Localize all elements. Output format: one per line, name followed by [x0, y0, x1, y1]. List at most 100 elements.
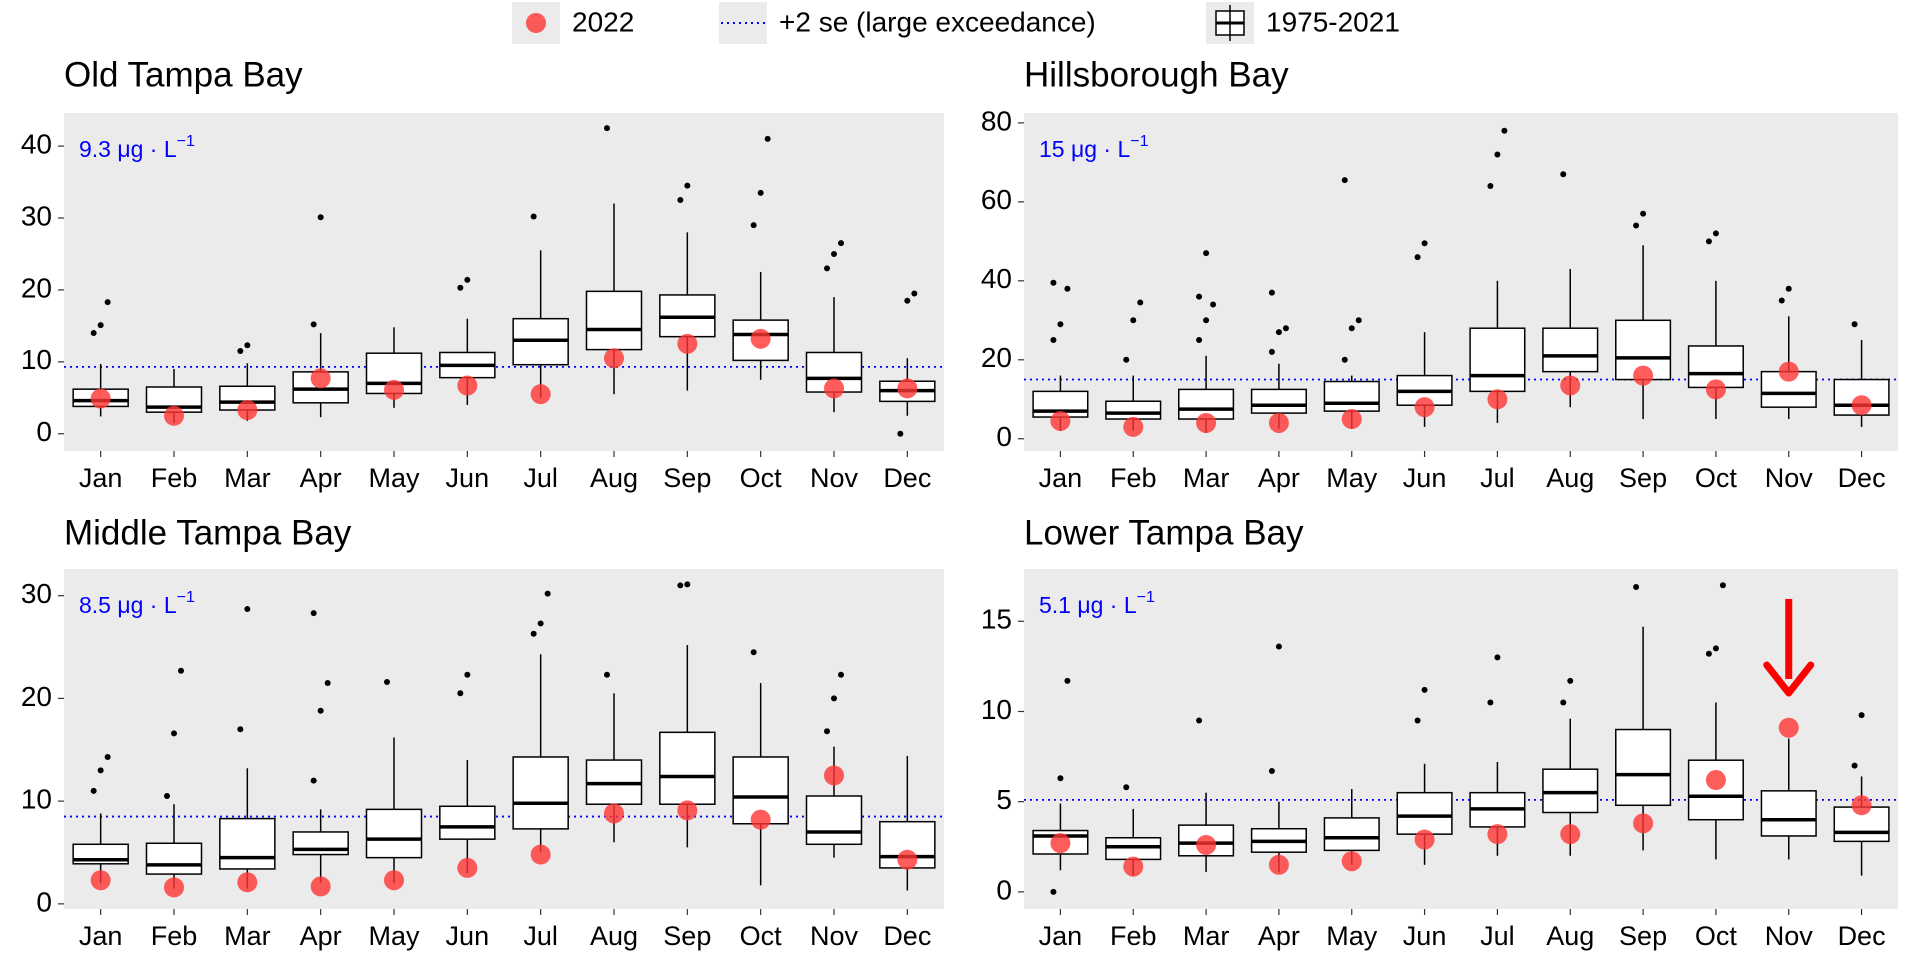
point-2022: [90, 870, 111, 891]
x-tick-label: Nov: [1765, 921, 1814, 951]
x-tick-label: May: [368, 921, 420, 951]
outlier-point: [464, 276, 471, 283]
outlier-point: [1196, 337, 1203, 344]
box: [1250, 388, 1307, 414]
outlier-point: [1712, 645, 1719, 652]
outlier-point: [244, 606, 251, 613]
outlier-point: [464, 671, 471, 678]
y-tick-label: 20: [981, 342, 1012, 373]
point-2022: [310, 876, 331, 897]
x-tick-label: Dec: [883, 463, 931, 493]
point-2022: [1560, 824, 1581, 845]
outlier-point: [457, 690, 464, 697]
outlier-point: [164, 793, 170, 800]
outlier-point: [537, 620, 544, 627]
outlier-point: [1487, 699, 1494, 706]
annotation-text: 15 μg · L: [1039, 136, 1130, 162]
x-tick-label: Sep: [663, 921, 711, 951]
x-tick-label: Mar: [224, 463, 271, 493]
box: [1323, 817, 1380, 852]
point-2022: [384, 379, 404, 400]
outlier-point: [911, 290, 918, 297]
x-tick-label: Jul: [523, 463, 558, 493]
legend: 2022 +2 se (large exceedance) 1975-2021: [512, 2, 1400, 44]
outlier-point: [317, 707, 324, 714]
box: [585, 290, 643, 351]
outlier-point: [764, 135, 771, 142]
outlier-point: [237, 726, 244, 733]
box: [1615, 728, 1672, 807]
outlier-point: [237, 348, 244, 355]
point-2022: [1560, 375, 1581, 396]
point-2022: [897, 849, 918, 870]
annotation-text: 9.3 μg · L: [79, 136, 177, 162]
panel-title: Middle Tampa Bay: [64, 513, 352, 552]
outlier-point: [1348, 325, 1355, 332]
y-tick-label: 10: [21, 784, 52, 815]
outlier-point: [544, 590, 551, 597]
outlier-point: [1341, 356, 1348, 363]
panel-title: Lower Tampa Bay: [1024, 513, 1304, 552]
point-2022: [530, 844, 551, 865]
x-tick-label: Feb: [1110, 921, 1157, 951]
x-tick-label: Feb: [151, 921, 198, 951]
x-tick-label: Apr: [1258, 463, 1300, 493]
x-tick-label: Aug: [590, 921, 638, 951]
outlier-point: [1414, 254, 1421, 261]
legend-label: +2 se (large exceedance): [779, 6, 1096, 37]
outlier-point: [1633, 222, 1640, 229]
x-tick-label: Apr: [300, 921, 342, 951]
y-tick-label: 10: [981, 694, 1012, 725]
x-tick-label: Dec: [1838, 921, 1886, 951]
legend-label: 2022: [572, 6, 634, 37]
outlier-point: [1858, 712, 1865, 719]
outlier-point: [1137, 299, 1144, 306]
x-tick-label: Mar: [1183, 463, 1230, 493]
point-2022: [750, 809, 771, 830]
outlier-point: [1275, 643, 1282, 650]
x-tick-label: Jul: [523, 921, 558, 951]
point-2022: [677, 333, 698, 354]
point-2022: [604, 803, 624, 824]
outlier-point: [1640, 210, 1647, 217]
y-tick-label: 40: [21, 128, 52, 159]
point-2022: [1196, 834, 1217, 855]
outlier-point: [1203, 317, 1210, 324]
annotation: 9.3 μg · L−1: [79, 133, 195, 162]
outlier-point: [824, 265, 830, 272]
panel-background: [1024, 113, 1898, 451]
x-tick-label: Aug: [1546, 463, 1594, 493]
y-tick-label: 0: [36, 886, 52, 917]
x-tick-label: Dec: [1838, 463, 1886, 493]
panel-background: [64, 113, 944, 451]
point-2022: [1633, 365, 1654, 386]
outlier-point: [1494, 654, 1501, 661]
x-tick-label: Apr: [300, 463, 342, 493]
outlier-point: [104, 753, 111, 760]
point-2022: [824, 765, 844, 786]
outlier-point: [178, 667, 184, 674]
point-2022: [1414, 397, 1435, 418]
x-tick-label: Jan: [79, 463, 123, 493]
point-2022: [1705, 770, 1726, 791]
outlier-point: [1341, 177, 1348, 184]
point-2022: [1341, 409, 1362, 430]
arrow-head: [1763, 661, 1815, 697]
outlier-point: [824, 728, 830, 735]
point-2022: [457, 375, 478, 396]
legend-key: [719, 2, 767, 44]
x-tick-label: Sep: [663, 463, 711, 493]
outlier-point: [1421, 240, 1428, 247]
outlier-point: [1064, 677, 1071, 684]
x-tick-label: Feb: [151, 463, 198, 493]
x-tick-label: Jul: [1480, 921, 1515, 951]
outlier-point: [1778, 297, 1785, 304]
point-2022: [90, 388, 111, 409]
point-2022: [1123, 416, 1144, 437]
annotation-sup: −1: [177, 133, 195, 150]
outlier-point: [1494, 151, 1501, 158]
outlier-point: [97, 767, 104, 774]
outlier-point: [1355, 317, 1362, 324]
x-tick-label: Jun: [1403, 463, 1447, 493]
outlier-point: [1282, 325, 1289, 332]
